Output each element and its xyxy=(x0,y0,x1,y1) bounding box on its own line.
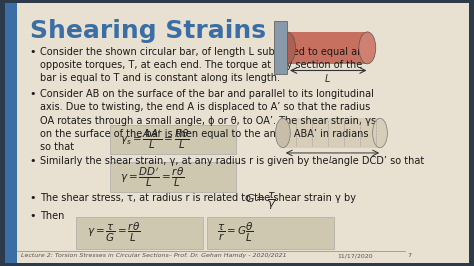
FancyBboxPatch shape xyxy=(76,217,203,249)
Text: $\gamma = \dfrac{DD^{\prime}}{L} = \dfrac{r\theta}{L}$: $\gamma = \dfrac{DD^{\prime}}{L} = \dfra… xyxy=(120,165,185,189)
Text: Lecture 2: Torsion Stresses in Circular Sections– Prof. Dr. Gehan Hamdy - 2020/2: Lecture 2: Torsion Stresses in Circular … xyxy=(21,253,287,258)
Ellipse shape xyxy=(275,118,290,148)
FancyBboxPatch shape xyxy=(110,162,237,192)
Text: Consider AB on the surface of the bar and parallel to its longitudinal
axis. Due: Consider AB on the surface of the bar an… xyxy=(40,89,379,152)
Text: Consider the shown circular bar, of length L subjected to equal and
opposite tor: Consider the shown circular bar, of leng… xyxy=(40,47,370,83)
Text: $\gamma = \dfrac{\tau}{G} = \dfrac{r\theta}{L}$: $\gamma = \dfrac{\tau}{G} = \dfrac{r\the… xyxy=(87,221,140,244)
Text: L: L xyxy=(325,74,330,84)
Bar xyxy=(287,32,367,64)
Text: •: • xyxy=(29,47,36,57)
FancyBboxPatch shape xyxy=(207,217,334,249)
Text: $\gamma_s = \dfrac{AA^{\prime}}{L} = \dfrac{R\theta}{L}$: $\gamma_s = \dfrac{AA^{\prime}}{L} = \df… xyxy=(120,127,190,151)
Text: •: • xyxy=(29,193,36,203)
Text: Then: Then xyxy=(40,211,64,222)
Text: The shear stress, τ, at radius r is related to the shear strain γ by: The shear stress, τ, at radius r is rela… xyxy=(40,193,356,203)
Text: Similarly the shear strain, γ, at any radius r is given by the angle DCD’ so tha: Similarly the shear strain, γ, at any ra… xyxy=(40,156,424,166)
Text: 11/17/2020: 11/17/2020 xyxy=(338,253,374,258)
Ellipse shape xyxy=(373,118,387,148)
Text: 7: 7 xyxy=(408,253,411,258)
Ellipse shape xyxy=(279,32,296,64)
Text: •: • xyxy=(29,156,36,166)
Text: L: L xyxy=(329,156,334,165)
Text: •: • xyxy=(29,211,36,222)
FancyBboxPatch shape xyxy=(110,125,237,154)
Text: Shearing Strains: Shearing Strains xyxy=(29,19,265,43)
Text: $G = \dfrac{\tau}{\gamma}$: $G = \dfrac{\tau}{\gamma}$ xyxy=(245,190,276,211)
Text: $\dfrac{\tau}{r} = G\dfrac{\theta}{L}$: $\dfrac{\tau}{r} = G\dfrac{\theta}{L}$ xyxy=(218,221,254,244)
Bar xyxy=(274,21,287,74)
Bar xyxy=(283,118,380,148)
Text: •: • xyxy=(29,89,36,99)
Ellipse shape xyxy=(359,32,376,64)
